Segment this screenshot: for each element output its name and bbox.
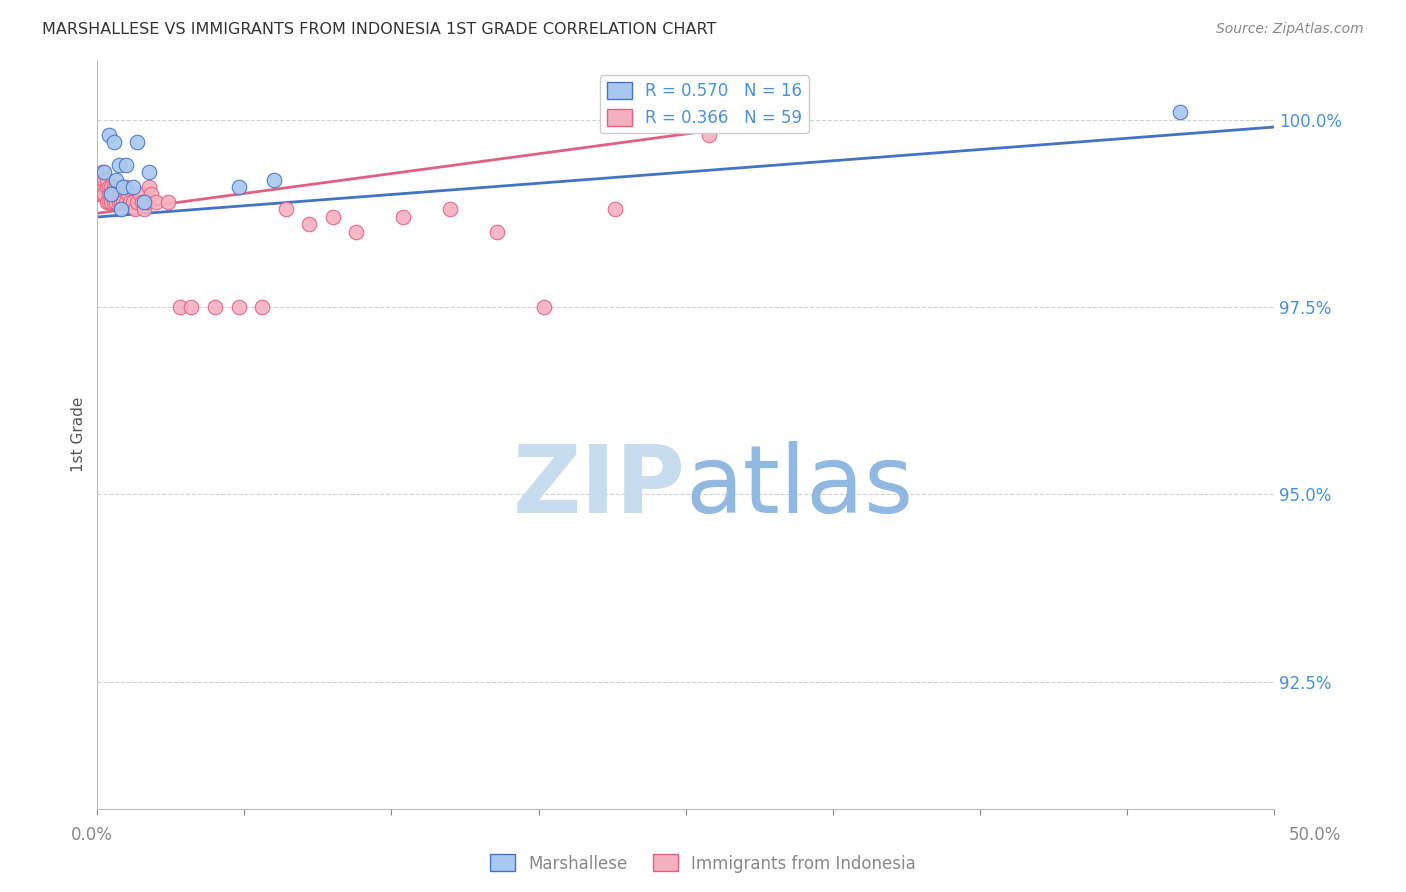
Text: atlas: atlas: [686, 441, 914, 533]
Point: [93, 180, 115, 194]
Point: [392, 210, 415, 224]
Point: [169, 300, 191, 314]
Point: [298, 218, 321, 232]
Point: [697, 128, 720, 142]
Point: [105, 194, 128, 209]
Point: [112, 187, 135, 202]
Point: [114, 157, 136, 171]
Point: [228, 300, 250, 314]
Point: [112, 194, 135, 209]
Text: Source: ZipAtlas.com: Source: ZipAtlas.com: [1216, 22, 1364, 37]
Point: [112, 180, 135, 194]
Point: [204, 300, 226, 314]
Point: [134, 202, 156, 217]
Point: [135, 194, 157, 209]
Point: [127, 194, 149, 209]
Point: [100, 180, 122, 194]
Text: 50.0%: 50.0%: [1288, 826, 1341, 844]
Point: [89, 172, 111, 186]
Point: [141, 187, 163, 202]
Point: [103, 180, 125, 194]
Point: [128, 187, 150, 202]
Point: [105, 180, 128, 194]
Point: [114, 180, 136, 194]
Point: [96, 172, 118, 186]
Point: [322, 210, 344, 224]
Point: [124, 202, 146, 217]
Point: [100, 194, 122, 209]
Point: [100, 187, 122, 202]
Point: [145, 194, 167, 209]
Point: [110, 180, 132, 194]
Y-axis label: 1st Grade: 1st Grade: [72, 397, 86, 472]
Point: [91, 187, 114, 202]
Point: [603, 202, 626, 217]
Point: [96, 180, 118, 194]
Point: [107, 157, 129, 171]
Point: [533, 300, 555, 314]
Point: [110, 202, 132, 217]
Point: [98, 128, 121, 142]
Point: [138, 165, 160, 179]
Point: [91, 165, 114, 179]
Point: [98, 194, 121, 209]
Point: [138, 180, 160, 194]
Point: [263, 172, 285, 186]
Point: [439, 202, 461, 217]
Point: [121, 194, 143, 209]
Point: [250, 300, 273, 314]
Point: [117, 187, 139, 202]
Point: [107, 187, 129, 202]
Point: [103, 135, 125, 149]
Point: [93, 172, 115, 186]
Point: [98, 187, 121, 202]
Text: 0.0%: 0.0%: [70, 826, 112, 844]
Point: [105, 187, 128, 202]
Point: [110, 194, 132, 209]
Point: [1168, 105, 1191, 120]
Point: [134, 194, 156, 209]
Point: [98, 180, 121, 194]
Point: [93, 165, 115, 179]
Point: [89, 187, 111, 202]
Point: [93, 187, 115, 202]
Point: [91, 180, 114, 194]
Point: [131, 194, 153, 209]
Point: [486, 225, 509, 239]
Point: [228, 180, 250, 194]
Point: [180, 300, 202, 314]
Point: [107, 194, 129, 209]
Point: [103, 194, 125, 209]
Point: [120, 194, 142, 209]
Point: [114, 194, 136, 209]
Legend: Marshallese, Immigrants from Indonesia: Marshallese, Immigrants from Indonesia: [484, 847, 922, 880]
Point: [274, 202, 297, 217]
Point: [121, 180, 143, 194]
Point: [156, 194, 179, 209]
Point: [96, 194, 118, 209]
Text: ZIP: ZIP: [513, 441, 686, 533]
Point: [103, 187, 125, 202]
Point: [344, 225, 367, 239]
Text: MARSHALLESE VS IMMIGRANTS FROM INDONESIA 1ST GRADE CORRELATION CHART: MARSHALLESE VS IMMIGRANTS FROM INDONESIA…: [42, 22, 717, 37]
Point: [100, 187, 122, 202]
Point: [127, 135, 149, 149]
Legend: R = 0.570   N = 16, R = 0.366   N = 59: R = 0.570 N = 16, R = 0.366 N = 59: [600, 76, 808, 134]
Point: [105, 172, 128, 186]
